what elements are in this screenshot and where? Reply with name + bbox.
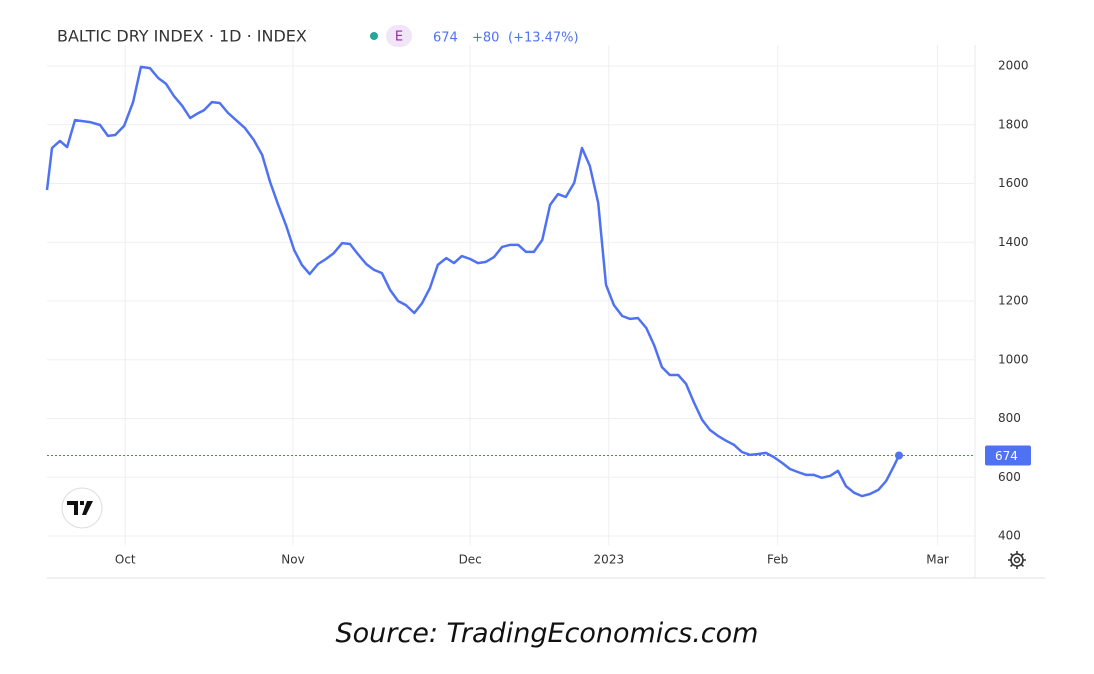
price-line — [45, 65, 901, 498]
last-point — [894, 451, 903, 460]
badge-bg — [386, 25, 412, 47]
source-caption: Source: TradingEconomics.com — [335, 618, 759, 649]
tv-logo — [61, 487, 103, 529]
x-tick-label: Oct — [115, 553, 136, 567]
y-tick-label: 1400 — [998, 235, 1029, 249]
y-tick-label: 1200 — [998, 294, 1029, 308]
x-tick-label: 2023 — [594, 553, 625, 567]
y-tick-label: 1800 — [998, 117, 1029, 131]
last-price: 674 — [433, 31, 458, 46]
x-tick-label: Feb — [767, 553, 788, 567]
x-tick-label: Dec — [459, 553, 482, 567]
y-tick-label: 1600 — [998, 176, 1029, 190]
y-tick-label: 800 — [998, 411, 1021, 425]
y-tick-label: 1000 — [998, 352, 1029, 366]
change: +80 — [472, 31, 499, 46]
last-value-label: 674 — [995, 449, 1018, 463]
y-tick-label: 2000 — [998, 59, 1029, 73]
badge: E — [395, 30, 403, 45]
chart: BALTIC DRY INDEX · 1D · INDEX E 674 +80 … — [45, 25, 1045, 579]
settings-icon[interactable] — [1008, 551, 1026, 569]
y-tick-label: 600 — [998, 470, 1021, 484]
change-pct: (+13.47%) — [508, 31, 579, 46]
last-value-box — [985, 445, 1031, 466]
status-dot — [370, 32, 378, 40]
x-tick-label: Nov — [281, 553, 304, 567]
x-tick-label: Mar — [926, 553, 949, 567]
chart-title: BALTIC DRY INDEX · 1D · INDEX — [57, 27, 307, 46]
y-tick-label: 400 — [998, 529, 1021, 543]
